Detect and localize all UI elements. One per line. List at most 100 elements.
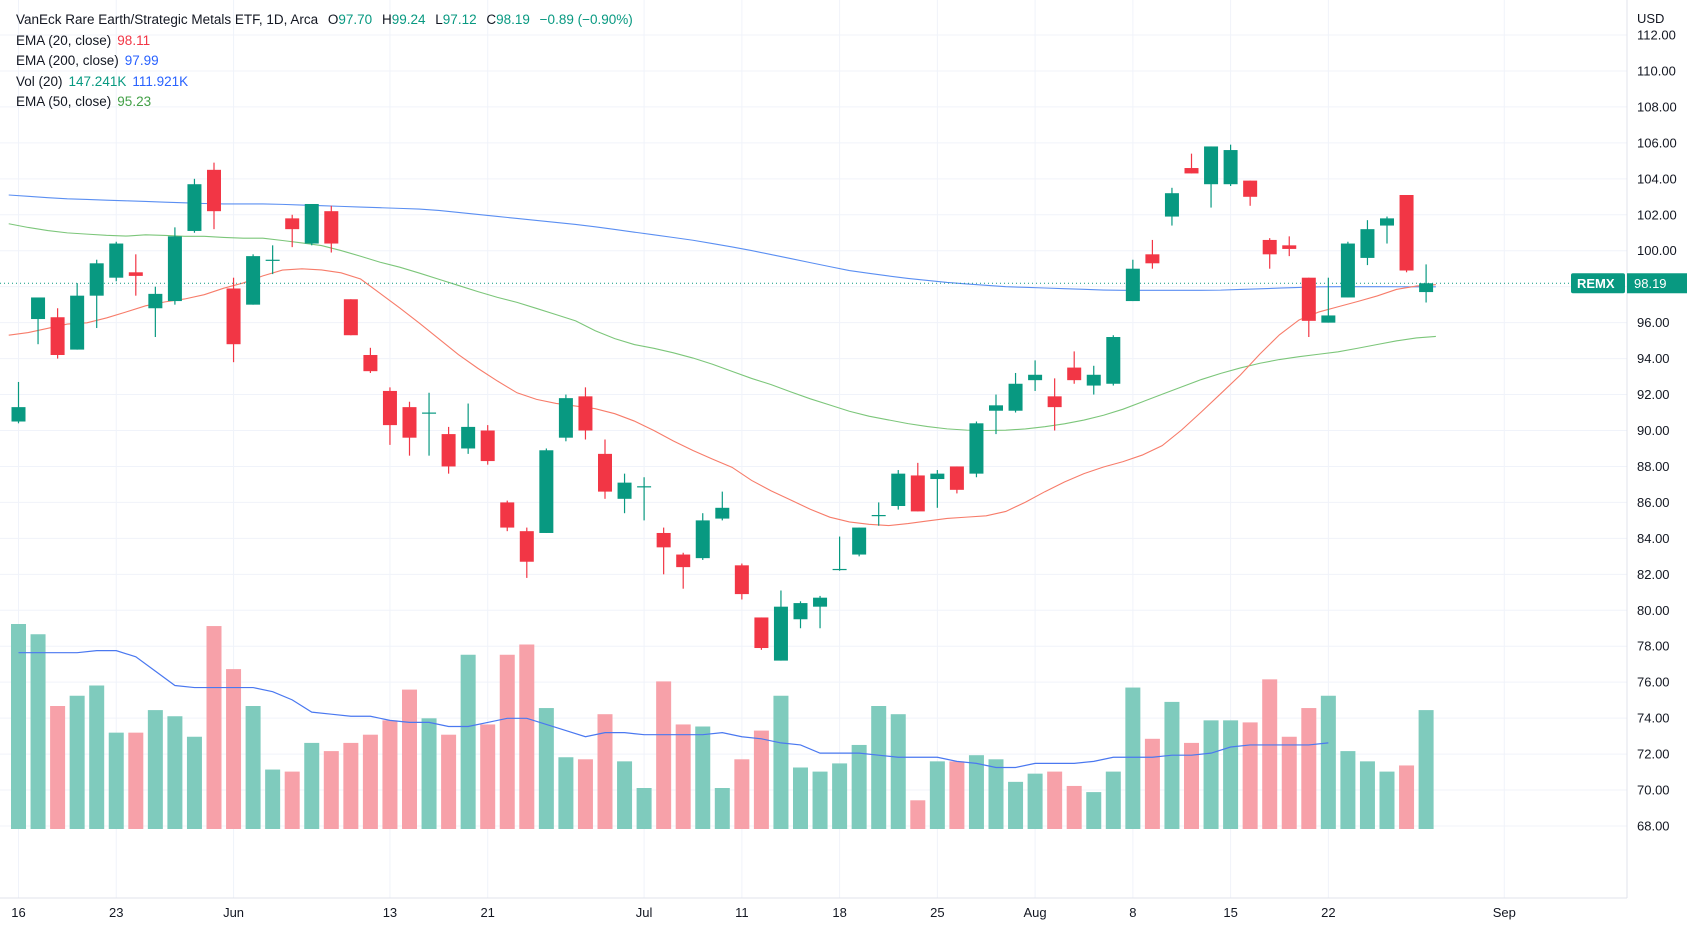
time-tick-label: 15 xyxy=(1223,905,1237,920)
price-tick-label: 68.00 xyxy=(1637,819,1670,834)
candle xyxy=(246,254,261,305)
candle-body xyxy=(1086,374,1101,386)
candle-body xyxy=(187,184,202,231)
currency-label[interactable]: USD xyxy=(1637,11,1665,26)
volume-bar xyxy=(695,726,711,829)
candle-body xyxy=(422,412,437,414)
candle xyxy=(930,470,945,508)
volume-bar xyxy=(1184,742,1199,829)
candle xyxy=(11,381,26,424)
candle xyxy=(1262,238,1277,269)
candle-body xyxy=(793,603,808,620)
candle xyxy=(1067,351,1082,384)
candle-body xyxy=(1204,146,1219,185)
volume-bar xyxy=(1340,751,1356,829)
candle-body xyxy=(1243,180,1258,197)
ema-lines xyxy=(8,194,1436,527)
legend-vol-row[interactable]: Vol (20) 147.241K 111.921K xyxy=(16,72,633,93)
vol-value: 147.241K xyxy=(68,73,127,89)
legend-ema20-row[interactable]: EMA (20, close) 98.11 xyxy=(16,31,633,52)
candle xyxy=(187,178,202,233)
candle xyxy=(109,241,124,282)
volume-bar xyxy=(343,742,359,829)
volume-bar xyxy=(147,710,163,829)
candle-body xyxy=(754,617,769,649)
price-tick-label: 70.00 xyxy=(1637,783,1670,798)
candle-body xyxy=(969,423,984,474)
time-tick-label: Aug xyxy=(1024,905,1047,920)
candle-body xyxy=(715,507,730,519)
candle xyxy=(989,394,1003,435)
price-tag-symbol: REMX xyxy=(1577,276,1615,291)
volume-bar xyxy=(402,689,417,829)
volume-bar xyxy=(577,759,593,829)
legend-ema50-row[interactable]: EMA (50, close) 95.23 xyxy=(16,92,633,113)
time-tick-label: 8 xyxy=(1129,905,1136,920)
candle xyxy=(1419,264,1434,303)
legend-ema200-row[interactable]: EMA (200, close) 97.99 xyxy=(16,51,633,72)
candle xyxy=(578,387,593,440)
volume-bar xyxy=(1086,792,1102,829)
candle-body xyxy=(891,473,906,507)
volume-bar xyxy=(382,720,398,829)
time-tick-label: 11 xyxy=(735,905,749,920)
candle xyxy=(519,527,534,578)
volume-bar xyxy=(1105,771,1121,829)
candle xyxy=(1340,241,1355,298)
candle xyxy=(676,552,691,589)
candle-body xyxy=(265,259,280,261)
volume-bar xyxy=(1281,736,1297,829)
low-label: L xyxy=(435,12,443,27)
candle-body xyxy=(598,453,612,492)
candle xyxy=(343,299,358,336)
candle xyxy=(1125,259,1140,302)
candle xyxy=(500,500,515,532)
price-tick-label: 80.00 xyxy=(1637,603,1670,618)
volume-bar xyxy=(753,730,769,829)
candle xyxy=(617,473,632,514)
candle-body xyxy=(1340,243,1355,298)
volume-bar xyxy=(1203,720,1219,829)
candle xyxy=(128,254,143,296)
price-tick-label: 112.00 xyxy=(1637,28,1676,43)
candle-body xyxy=(656,532,671,548)
price-tick-label: 106.00 xyxy=(1637,135,1677,150)
ema20-value: 98.11 xyxy=(117,32,151,48)
candle-body xyxy=(1301,277,1316,321)
candle xyxy=(1008,372,1023,413)
price-tick-label: 110.00 xyxy=(1637,63,1676,78)
candle-body xyxy=(871,514,886,517)
volume-bar xyxy=(558,757,574,829)
volume-bar xyxy=(538,708,554,829)
candle xyxy=(50,308,65,359)
volume-bar xyxy=(1008,781,1024,829)
candle xyxy=(1164,187,1179,226)
candle-body xyxy=(324,211,339,244)
chart-grid xyxy=(0,0,1627,898)
candle xyxy=(1047,378,1062,431)
change-value: −0.89 (−0.90%) xyxy=(539,12,633,27)
price-tag: REMX 98.19 xyxy=(1571,273,1687,294)
vol-label: Vol (20) xyxy=(16,73,63,89)
candle xyxy=(910,462,925,512)
volume-bar xyxy=(499,654,515,829)
volume-bar xyxy=(929,761,945,829)
candle xyxy=(1301,277,1316,338)
symbol-title[interactable]: VanEck Rare Earth/Strategic Metals ETF, … xyxy=(16,12,319,27)
candle-body xyxy=(695,520,710,559)
volume-bar xyxy=(1262,679,1278,829)
time-tick-label: 16 xyxy=(11,905,25,920)
high-label: H xyxy=(381,12,392,27)
volume-bar xyxy=(1066,785,1082,829)
volume-bar xyxy=(597,714,613,829)
volume-bar xyxy=(734,759,750,829)
candlesticks xyxy=(11,144,1434,661)
candle xyxy=(1360,220,1375,266)
candle-body xyxy=(500,502,515,528)
volume-bar xyxy=(108,732,124,829)
candle xyxy=(852,527,867,557)
candle-body xyxy=(304,203,319,244)
candle-body xyxy=(773,606,788,661)
candle-body xyxy=(1164,193,1179,217)
